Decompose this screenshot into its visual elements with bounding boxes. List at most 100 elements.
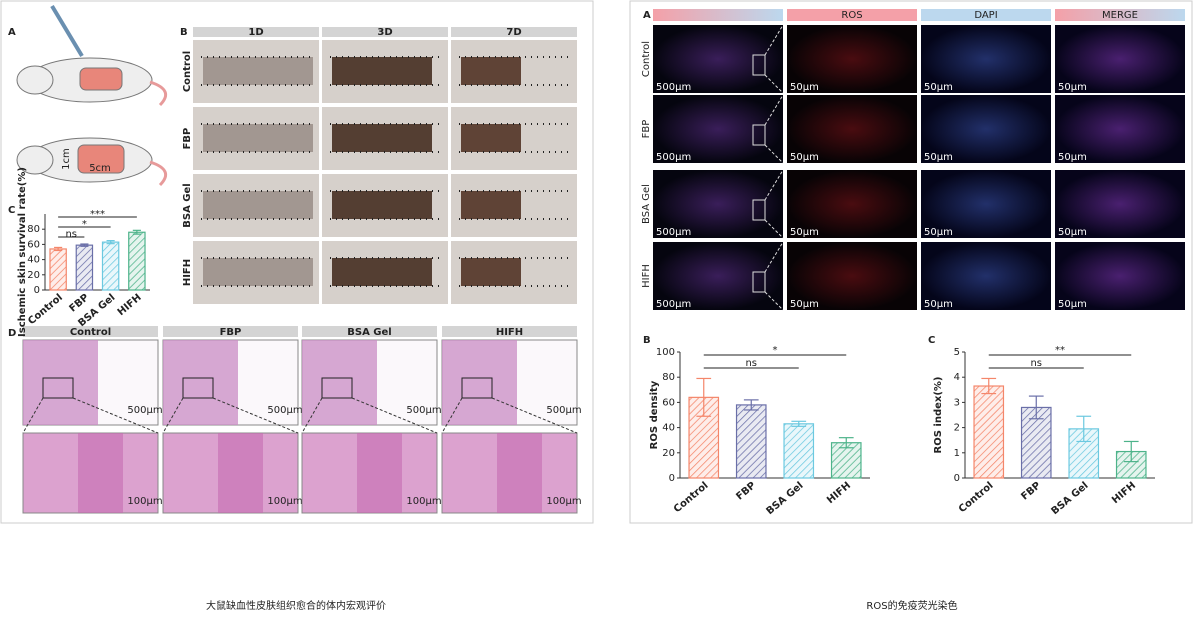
zoom-guide bbox=[764, 94, 784, 126]
wound-region bbox=[203, 124, 313, 152]
row-label: HIFH bbox=[182, 259, 193, 286]
scale-bar-label: 50μm bbox=[924, 82, 953, 93]
error-bar bbox=[80, 243, 89, 247]
significance-label: ns bbox=[65, 229, 77, 240]
zoom-box bbox=[752, 54, 766, 76]
column-header-bar bbox=[1055, 9, 1185, 21]
zoom-guide bbox=[162, 397, 184, 434]
fluorescence-image bbox=[787, 25, 917, 93]
y-tick-label: 40 bbox=[662, 423, 675, 434]
column-header-bar bbox=[451, 27, 577, 37]
scale-bar-label: 500μm bbox=[656, 227, 691, 238]
tissue-layer bbox=[78, 433, 123, 513]
significance-label: * bbox=[82, 219, 87, 230]
significance-label: *** bbox=[90, 209, 105, 220]
panel-label: C bbox=[928, 335, 935, 346]
column-header: HIFH bbox=[496, 327, 523, 338]
zoom-guide bbox=[764, 74, 784, 94]
column-header: FBP bbox=[220, 327, 242, 338]
y-tick-label: 20 bbox=[662, 448, 675, 459]
mouse-tail bbox=[149, 160, 168, 187]
bar bbox=[49, 248, 67, 291]
column-header: DAPI bbox=[974, 10, 997, 21]
column-header: 1D bbox=[248, 27, 263, 38]
wound-region bbox=[461, 57, 521, 85]
dimension-label: 1cm bbox=[61, 148, 72, 170]
tissue-layer bbox=[497, 433, 542, 513]
row-label: BSA Gel bbox=[641, 184, 652, 224]
scale-bar-label: 50μm bbox=[924, 299, 953, 310]
y-tick-label: 3 bbox=[954, 397, 960, 408]
scale-bar-label: 500μm bbox=[406, 405, 441, 416]
fluorescence-image bbox=[787, 95, 917, 163]
error-bar bbox=[132, 229, 141, 235]
scale-bar-label: 50μm bbox=[924, 152, 953, 163]
scale-bar-label: 50μm bbox=[924, 227, 953, 238]
scale-bar-label: 50μm bbox=[790, 152, 819, 163]
fluorescence-image bbox=[921, 242, 1051, 310]
significance-label: ns bbox=[745, 358, 757, 369]
wound-region bbox=[461, 191, 521, 219]
row-label: BSA Gel bbox=[182, 183, 193, 227]
wound-region bbox=[461, 258, 521, 286]
column-header-bar bbox=[787, 9, 917, 21]
scale-bar-label: 50μm bbox=[790, 227, 819, 238]
column-header-bar bbox=[23, 326, 158, 337]
y-tick-label: 60 bbox=[662, 397, 675, 408]
column-header-bar bbox=[442, 326, 577, 337]
mouse-tail bbox=[149, 80, 168, 107]
mouse-head bbox=[16, 65, 54, 95]
significance-label: ns bbox=[1030, 358, 1042, 369]
row-label: Control bbox=[182, 51, 193, 92]
scale-bar-label: 50μm bbox=[1058, 227, 1087, 238]
bar bbox=[783, 423, 815, 479]
column-header: MERGE bbox=[1102, 10, 1138, 21]
mouse-head bbox=[16, 145, 54, 175]
zoom-box bbox=[752, 271, 766, 293]
y-axis-label: Ischemic skin survival rate(%) bbox=[17, 167, 28, 337]
fluorescence-image bbox=[1055, 25, 1185, 93]
caption: 大鼠缺血性皮肤组织愈合的体内宏观评价 bbox=[206, 599, 386, 612]
scale-bar-label: 500μm bbox=[656, 299, 691, 310]
panel-label: B bbox=[643, 335, 651, 346]
column-header: 7D bbox=[506, 27, 521, 38]
scale-bar-label: 500μm bbox=[656, 152, 691, 163]
error-bar bbox=[54, 246, 63, 252]
column-header: 3D bbox=[377, 27, 392, 38]
column-header: Control bbox=[70, 327, 111, 338]
zoom-guide bbox=[764, 241, 784, 273]
error-bar bbox=[696, 377, 712, 417]
significance-label: ** bbox=[1055, 345, 1065, 356]
wound-region bbox=[461, 124, 521, 152]
column-header-bar bbox=[193, 27, 319, 37]
tissue-section bbox=[442, 340, 517, 425]
wound-region bbox=[203, 191, 313, 219]
column-header-bar bbox=[163, 326, 298, 337]
error-bar bbox=[791, 420, 807, 427]
y-tick-label: 2 bbox=[954, 423, 960, 434]
zoom-guide bbox=[764, 169, 784, 201]
bar bbox=[128, 231, 146, 291]
wound-area bbox=[77, 144, 125, 174]
zoom-box bbox=[752, 199, 766, 221]
fluorescence-image bbox=[1055, 95, 1185, 163]
scale-bar-label: 100μm bbox=[267, 496, 302, 507]
y-tick-label: 1 bbox=[954, 448, 960, 459]
wound-region bbox=[332, 258, 432, 286]
column-header-bar bbox=[302, 326, 437, 337]
y-tick-label: 80 bbox=[27, 224, 40, 235]
error-bar bbox=[1076, 415, 1092, 443]
wound-region bbox=[332, 57, 432, 85]
y-axis-label: ROS density bbox=[649, 380, 660, 449]
tissue-section bbox=[23, 340, 98, 425]
zoom-guide bbox=[22, 397, 44, 434]
scale-bar-label: 500μm bbox=[267, 405, 302, 416]
error-bar bbox=[838, 437, 854, 449]
tissue-section bbox=[302, 340, 377, 425]
wound-region bbox=[203, 258, 313, 286]
panel-label: D bbox=[8, 328, 16, 339]
bar bbox=[735, 404, 767, 479]
fluorescence-image bbox=[787, 242, 917, 310]
bar bbox=[75, 244, 94, 291]
caption: ROS的免疫荧光染色 bbox=[866, 599, 957, 612]
